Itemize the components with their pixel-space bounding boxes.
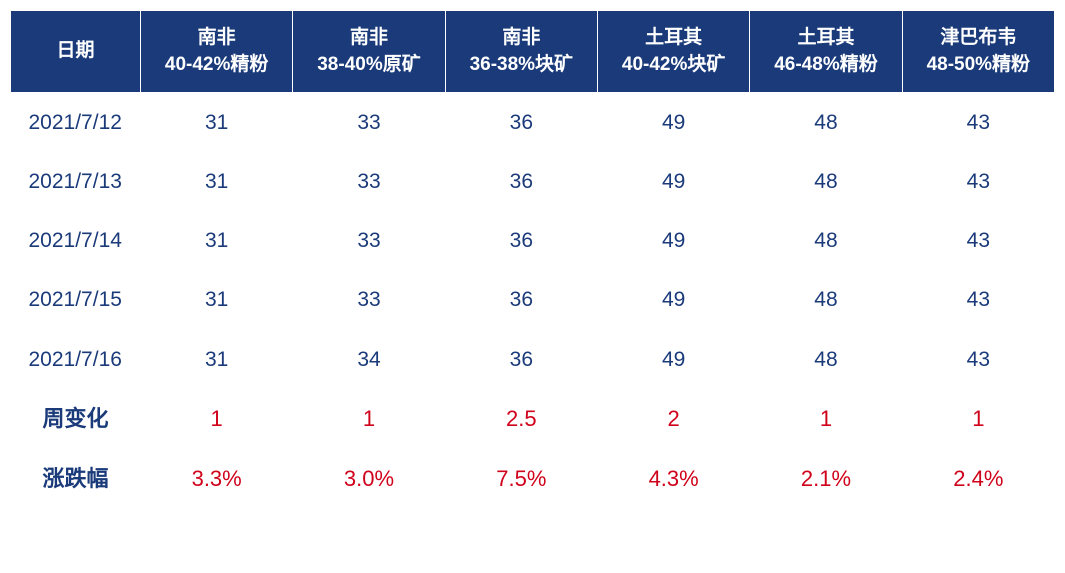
header-col2-line2: 38-40%原矿 — [297, 52, 440, 79]
cell-value: 31 — [141, 211, 293, 270]
header-date: 日期 — [11, 11, 141, 93]
header-col3: 南非 36-38%块矿 — [445, 11, 597, 93]
table-row: 2021/7/15 31 33 36 49 48 43 — [11, 270, 1055, 329]
cell-value: 48 — [750, 330, 902, 389]
cell-value: 31 — [141, 93, 293, 153]
percent-value: 3.3% — [141, 449, 293, 509]
table-row: 2021/7/16 31 34 36 49 48 43 — [11, 330, 1055, 389]
price-table: 日期 南非 40-42%精粉 南非 38-40%原矿 南非 36-38%块矿 土… — [10, 10, 1055, 509]
header-col3-line1: 南非 — [450, 25, 593, 52]
cell-value: 36 — [445, 211, 597, 270]
cell-value: 33 — [293, 93, 445, 153]
header-col3-line2: 36-38%块矿 — [450, 52, 593, 79]
percent-value: 2.1% — [750, 449, 902, 509]
table-body: 2021/7/12 31 33 36 49 48 43 2021/7/13 31… — [11, 93, 1055, 509]
change-value: 1 — [902, 389, 1054, 449]
cell-value: 31 — [141, 270, 293, 329]
change-value: 2 — [597, 389, 749, 449]
cell-value: 31 — [141, 152, 293, 211]
cell-value: 49 — [597, 152, 749, 211]
percent-value: 4.3% — [597, 449, 749, 509]
header-col4-line1: 土耳其 — [602, 25, 745, 52]
table-row: 2021/7/14 31 33 36 49 48 43 — [11, 211, 1055, 270]
cell-value: 49 — [597, 211, 749, 270]
percent-change-label: 涨跌幅 — [11, 449, 141, 509]
percent-change-row: 涨跌幅 3.3% 3.0% 7.5% 4.3% 2.1% 2.4% — [11, 449, 1055, 509]
header-col4-line2: 40-42%块矿 — [602, 52, 745, 79]
cell-date: 2021/7/14 — [11, 211, 141, 270]
cell-value: 31 — [141, 330, 293, 389]
cell-value: 36 — [445, 93, 597, 153]
change-value: 1 — [141, 389, 293, 449]
percent-value: 3.0% — [293, 449, 445, 509]
price-table-container: 日期 南非 40-42%精粉 南非 38-40%原矿 南非 36-38%块矿 土… — [10, 10, 1055, 509]
header-col1-line1: 南非 — [145, 25, 288, 52]
percent-value: 2.4% — [902, 449, 1054, 509]
cell-value: 33 — [293, 211, 445, 270]
cell-value: 43 — [902, 270, 1054, 329]
cell-value: 43 — [902, 211, 1054, 270]
percent-value: 7.5% — [445, 449, 597, 509]
header-row: 日期 南非 40-42%精粉 南非 38-40%原矿 南非 36-38%块矿 土… — [11, 11, 1055, 93]
change-value: 1 — [293, 389, 445, 449]
cell-value: 49 — [597, 270, 749, 329]
header-col5: 土耳其 46-48%精粉 — [750, 11, 902, 93]
header-col5-line1: 土耳其 — [754, 25, 897, 52]
header-col2: 南非 38-40%原矿 — [293, 11, 445, 93]
cell-value: 34 — [293, 330, 445, 389]
cell-date: 2021/7/16 — [11, 330, 141, 389]
cell-value: 33 — [293, 270, 445, 329]
cell-value: 33 — [293, 152, 445, 211]
header-col1: 南非 40-42%精粉 — [141, 11, 293, 93]
cell-date: 2021/7/13 — [11, 152, 141, 211]
cell-value: 48 — [750, 152, 902, 211]
header-col2-line1: 南非 — [297, 25, 440, 52]
weekly-change-row: 周变化 1 1 2.5 2 1 1 — [11, 389, 1055, 449]
header-col6-line1: 津巴布韦 — [907, 25, 1050, 52]
header-col1-line2: 40-42%精粉 — [145, 52, 288, 79]
cell-value: 48 — [750, 93, 902, 153]
cell-value: 36 — [445, 270, 597, 329]
cell-date: 2021/7/12 — [11, 93, 141, 153]
cell-value: 48 — [750, 270, 902, 329]
change-value: 1 — [750, 389, 902, 449]
table-row: 2021/7/12 31 33 36 49 48 43 — [11, 93, 1055, 153]
table-header: 日期 南非 40-42%精粉 南非 38-40%原矿 南非 36-38%块矿 土… — [11, 11, 1055, 93]
cell-value: 36 — [445, 330, 597, 389]
header-col5-line2: 46-48%精粉 — [754, 52, 897, 79]
weekly-change-label: 周变化 — [11, 389, 141, 449]
header-col6: 津巴布韦 48-50%精粉 — [902, 11, 1054, 93]
header-col6-line2: 48-50%精粉 — [907, 52, 1050, 79]
header-col4: 土耳其 40-42%块矿 — [597, 11, 749, 93]
cell-value: 43 — [902, 93, 1054, 153]
cell-value: 43 — [902, 330, 1054, 389]
cell-value: 43 — [902, 152, 1054, 211]
header-col0-line1: 日期 — [15, 38, 136, 65]
cell-value: 49 — [597, 93, 749, 153]
cell-value: 49 — [597, 330, 749, 389]
cell-value: 48 — [750, 211, 902, 270]
cell-date: 2021/7/15 — [11, 270, 141, 329]
cell-value: 36 — [445, 152, 597, 211]
change-value: 2.5 — [445, 389, 597, 449]
table-row: 2021/7/13 31 33 36 49 48 43 — [11, 152, 1055, 211]
